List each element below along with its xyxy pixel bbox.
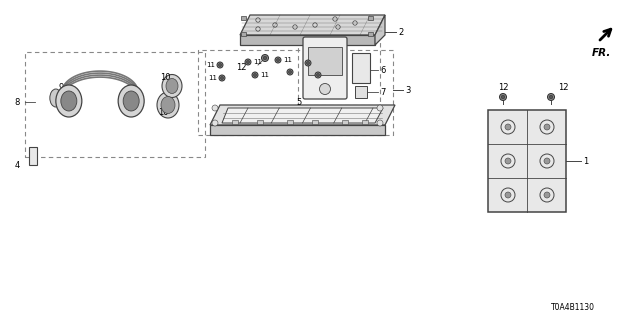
Bar — [488, 110, 566, 212]
Bar — [241, 32, 246, 36]
Text: 2: 2 — [398, 28, 403, 36]
Circle shape — [263, 56, 267, 60]
Text: 10: 10 — [157, 108, 168, 116]
Circle shape — [377, 120, 383, 126]
Circle shape — [499, 93, 506, 100]
Circle shape — [317, 74, 319, 76]
Ellipse shape — [162, 75, 182, 98]
FancyBboxPatch shape — [303, 37, 347, 99]
Circle shape — [544, 124, 550, 130]
Text: 11: 11 — [313, 60, 322, 66]
Text: 12: 12 — [557, 83, 568, 92]
Circle shape — [377, 105, 383, 111]
Circle shape — [212, 105, 218, 111]
Circle shape — [218, 63, 221, 67]
Circle shape — [221, 76, 223, 79]
Polygon shape — [240, 35, 375, 45]
Circle shape — [219, 75, 225, 81]
Text: 4: 4 — [15, 161, 20, 170]
Ellipse shape — [118, 85, 144, 117]
Ellipse shape — [61, 91, 77, 111]
Bar — [257, 120, 263, 124]
Bar — [367, 32, 372, 36]
Circle shape — [505, 158, 511, 164]
Bar — [287, 120, 293, 124]
Circle shape — [275, 57, 281, 63]
Circle shape — [245, 59, 251, 65]
Circle shape — [315, 72, 321, 78]
Bar — [367, 16, 372, 20]
Bar — [298, 30, 380, 105]
Bar — [355, 86, 367, 98]
Ellipse shape — [123, 91, 139, 111]
Circle shape — [305, 60, 311, 66]
Bar — [342, 120, 348, 124]
Bar — [312, 120, 318, 124]
Polygon shape — [375, 15, 385, 45]
Text: 11: 11 — [208, 75, 217, 81]
Ellipse shape — [50, 89, 62, 107]
Ellipse shape — [166, 78, 178, 93]
Polygon shape — [210, 105, 395, 125]
Text: 11: 11 — [253, 59, 262, 65]
Text: 6: 6 — [380, 66, 385, 75]
Bar — [352, 53, 370, 83]
Circle shape — [544, 192, 550, 198]
Text: 3: 3 — [405, 85, 410, 94]
Text: 12: 12 — [498, 83, 508, 92]
Bar — [241, 16, 246, 20]
Text: 8: 8 — [15, 98, 20, 107]
Text: 9: 9 — [58, 83, 63, 92]
Text: 10: 10 — [160, 73, 170, 82]
Text: 1: 1 — [583, 156, 588, 165]
Ellipse shape — [56, 85, 82, 117]
Ellipse shape — [161, 97, 175, 114]
Circle shape — [544, 158, 550, 164]
Bar — [198, 50, 393, 135]
Circle shape — [253, 74, 257, 76]
Bar — [308, 47, 342, 75]
Circle shape — [319, 84, 330, 94]
Text: 7: 7 — [380, 87, 385, 97]
Bar — [362, 120, 368, 124]
Bar — [29, 147, 37, 165]
Text: 12: 12 — [237, 62, 247, 71]
Bar — [232, 120, 238, 124]
Text: 11: 11 — [206, 62, 215, 68]
Circle shape — [217, 62, 223, 68]
Text: 5: 5 — [297, 98, 302, 107]
Circle shape — [287, 69, 293, 75]
Circle shape — [547, 93, 554, 100]
Polygon shape — [240, 15, 385, 35]
Circle shape — [307, 61, 310, 65]
Circle shape — [505, 124, 511, 130]
Circle shape — [276, 59, 280, 61]
Text: 11: 11 — [260, 72, 269, 78]
Circle shape — [549, 95, 553, 99]
Bar — [25, 52, 205, 157]
Circle shape — [246, 60, 250, 63]
Text: FR.: FR. — [592, 48, 611, 58]
Text: 11: 11 — [323, 72, 332, 78]
Ellipse shape — [157, 92, 179, 118]
Polygon shape — [210, 125, 385, 135]
Circle shape — [212, 120, 218, 126]
Polygon shape — [222, 108, 383, 123]
Text: 11: 11 — [283, 57, 292, 63]
Circle shape — [289, 70, 291, 74]
Circle shape — [505, 192, 511, 198]
Circle shape — [262, 54, 269, 61]
Text: T0A4B1130: T0A4B1130 — [551, 303, 595, 313]
Circle shape — [252, 72, 258, 78]
Circle shape — [501, 95, 505, 99]
